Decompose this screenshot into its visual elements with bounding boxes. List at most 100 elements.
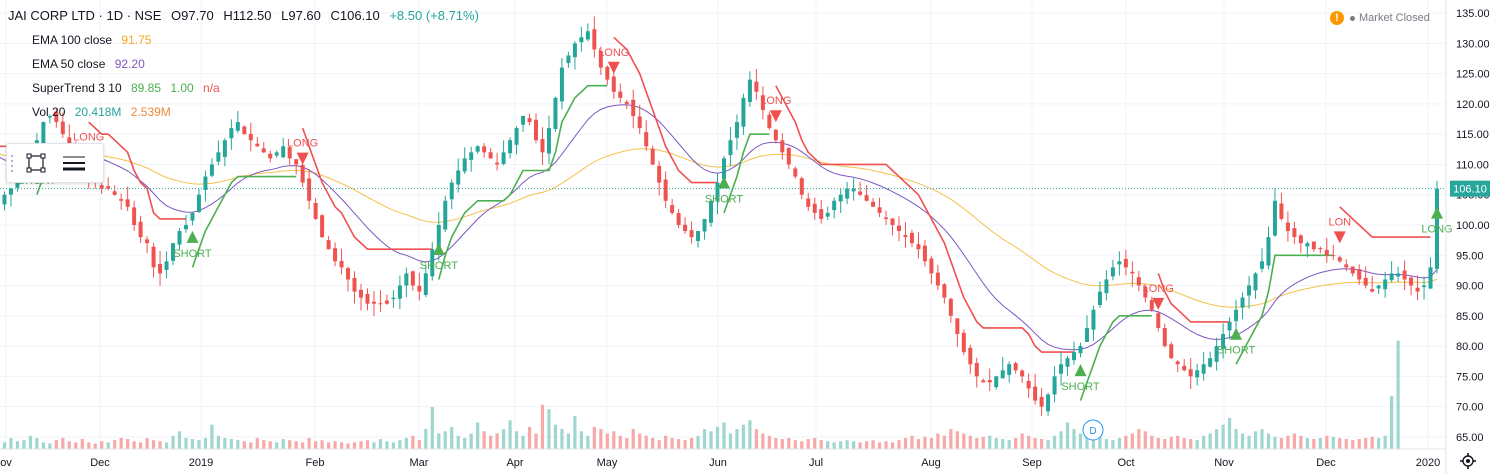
candle-body xyxy=(572,43,577,58)
volume-bar xyxy=(767,435,771,449)
x-tick-label: Dec xyxy=(90,457,110,469)
volume-bar xyxy=(2,442,7,449)
x-tick-label: Jul xyxy=(809,457,823,469)
volume-bar xyxy=(385,441,389,449)
candle-body xyxy=(1279,203,1284,219)
short-signal-label: LONG xyxy=(1143,283,1174,295)
settings-gear-icon[interactable] xyxy=(1460,453,1476,469)
volume-bar xyxy=(1292,433,1296,449)
supertrend-segment xyxy=(613,36,718,184)
long-signal-label: SHORT xyxy=(1061,381,1100,393)
volume-bar xyxy=(495,433,499,449)
candle-body xyxy=(196,194,201,213)
volume-bar xyxy=(1065,422,1070,449)
candle-body xyxy=(1357,269,1362,280)
volume-bar xyxy=(1383,435,1387,449)
supertrend-legend[interactable]: SuperTrend 3 10 89.85 1.00 n/a xyxy=(8,76,479,100)
volume-bar xyxy=(1202,435,1206,449)
candle-body xyxy=(546,128,551,154)
warning-icon[interactable]: ! xyxy=(1330,11,1344,25)
candle-body xyxy=(929,258,934,274)
short-signal-label: LONG xyxy=(287,138,318,150)
volume-bar xyxy=(540,404,545,449)
candle-body xyxy=(158,263,163,274)
candle-body xyxy=(981,380,986,383)
candle-body xyxy=(1240,297,1245,308)
candle-body xyxy=(702,218,707,232)
volume-bar xyxy=(845,440,849,449)
candle-body xyxy=(1110,267,1115,277)
volume-bar xyxy=(774,437,778,449)
volume-bar xyxy=(1325,435,1329,449)
y-tick-label: 65.00 xyxy=(1456,432,1484,444)
volume-bar xyxy=(975,437,979,449)
volume-bar xyxy=(1117,437,1121,449)
volume-bar xyxy=(223,437,227,449)
candle-body xyxy=(320,215,325,238)
volume-bar xyxy=(113,440,117,449)
volume-bar xyxy=(1085,435,1089,449)
volume-bar xyxy=(177,431,182,449)
volume-bar xyxy=(936,433,940,449)
drag-handle-icon[interactable] xyxy=(7,144,17,182)
candle-body xyxy=(1078,346,1083,354)
ema100-legend[interactable]: EMA 100 close 91.75 xyxy=(8,28,479,52)
volume-bar xyxy=(74,442,78,449)
dividend-marker[interactable]: D xyxy=(1082,419,1104,441)
volume-bar xyxy=(22,440,26,449)
candle-body xyxy=(780,140,785,153)
volume-bar xyxy=(968,435,972,449)
close-label: C xyxy=(330,8,340,23)
volume-bar xyxy=(171,435,175,449)
volume-bar xyxy=(560,429,564,449)
candle-body xyxy=(183,224,188,230)
volume-bar xyxy=(307,437,311,449)
volume-bar xyxy=(404,437,408,449)
candle-body xyxy=(209,164,214,176)
line-style-icon[interactable] xyxy=(55,147,93,179)
volume-bar xyxy=(1014,437,1018,449)
y-tick-label: 70.00 xyxy=(1456,402,1484,414)
volume-bar xyxy=(437,433,441,449)
candle-body xyxy=(994,376,999,388)
volume-bar xyxy=(566,433,571,449)
symbol-row[interactable]: JAI CORP LTD · 1D · NSE O97.70 H112.50 L… xyxy=(8,4,479,28)
volume-bar xyxy=(683,440,687,449)
volume-bar xyxy=(884,441,888,449)
volume-bar xyxy=(314,441,318,449)
drawing-toolbar[interactable] xyxy=(6,143,104,183)
candle-body xyxy=(1013,363,1018,371)
candle-body xyxy=(741,97,746,127)
candle-body xyxy=(1020,370,1025,377)
candle-body xyxy=(657,165,662,183)
volume-bar xyxy=(501,429,506,449)
candle-body xyxy=(1182,365,1187,371)
candle-body xyxy=(696,231,701,242)
symbol-title[interactable]: JAI CORP LTD · 1D · NSE xyxy=(8,8,162,23)
volume-bar xyxy=(139,442,143,449)
candle-body xyxy=(1208,358,1213,367)
long-arrow-icon xyxy=(186,230,199,243)
y-tick-label: 130.00 xyxy=(1456,38,1490,50)
volume-bar xyxy=(1169,436,1173,449)
volume-bar xyxy=(910,435,914,449)
volume-bar xyxy=(722,422,726,449)
volume-bar xyxy=(9,437,13,449)
candle-body xyxy=(1007,364,1012,375)
market-status[interactable]: ! Market Closed xyxy=(1330,9,1430,27)
volume-bar xyxy=(262,440,266,449)
candle-body xyxy=(909,232,914,244)
volume-bar xyxy=(1312,439,1316,449)
candle-body xyxy=(1117,261,1122,265)
ema50-legend[interactable]: EMA 50 close 92.20 xyxy=(8,52,479,76)
short-signal-label: LONG xyxy=(73,132,104,144)
candle-body xyxy=(1396,273,1401,277)
x-tick-label: Oct xyxy=(1117,457,1134,469)
volume-bar xyxy=(1357,439,1361,449)
time-axis[interactable]: ov Dec 2019 Feb Mar Apr May Jun Jul Aug Sep Oct Nov D… xyxy=(0,457,1440,469)
volume-legend[interactable]: Vol 20 20.418M 2.539M xyxy=(8,100,479,124)
rectangle-tool-icon[interactable] xyxy=(17,147,55,179)
candle-body xyxy=(786,148,791,165)
candle-body xyxy=(384,300,389,304)
